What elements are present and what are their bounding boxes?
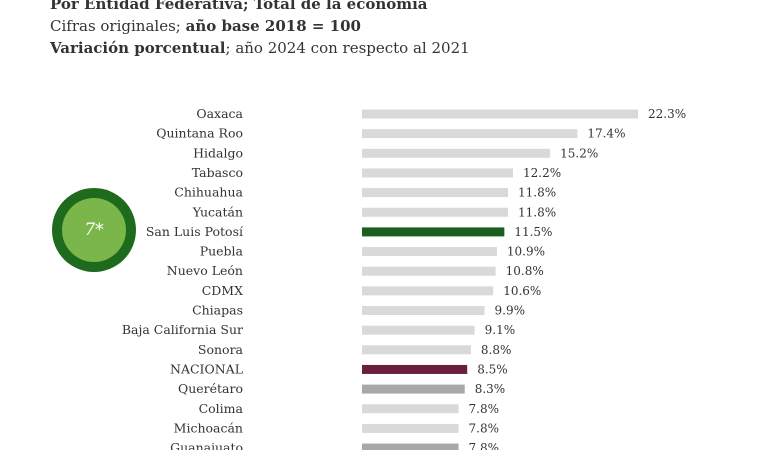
rank-badge: 7* xyxy=(52,188,136,272)
category-label: Baja California Sur xyxy=(122,322,243,337)
bar xyxy=(362,423,459,433)
category-label: Michoacán xyxy=(174,420,243,435)
value-label: 7.8% xyxy=(469,421,500,435)
rank-badge-inner: 7* xyxy=(62,198,126,262)
value-label: 9.9% xyxy=(495,304,526,318)
bar xyxy=(362,168,513,178)
chart-title-line-3: Variación porcentual; año 2024 con respe… xyxy=(50,37,470,59)
bar xyxy=(362,345,471,355)
category-label: Tabasco xyxy=(192,165,243,180)
category-label: Querétaro xyxy=(178,381,243,396)
bar xyxy=(362,306,485,315)
value-label: 11.8% xyxy=(518,186,556,200)
value-label: 10.6% xyxy=(503,284,541,298)
value-label: 8.3% xyxy=(475,382,506,396)
value-label: 7.8% xyxy=(469,402,500,416)
chart-title-line-2-normal: Cifras originales; xyxy=(50,17,186,35)
category-label: Colima xyxy=(199,401,244,416)
bar xyxy=(362,404,459,414)
bar xyxy=(362,364,468,374)
category-label: San Luis Potosí xyxy=(146,224,244,239)
bar xyxy=(362,227,505,237)
value-label: 7.8% xyxy=(469,441,500,450)
chart-header: Por Entidad Federativa; Total de la econ… xyxy=(50,0,470,59)
category-label: Hidalgo xyxy=(193,145,243,160)
category-label: Yucatán xyxy=(192,204,243,219)
category-label: Puebla xyxy=(200,244,244,259)
chart-title-line-1: Por Entidad Federativa; Total de la econ… xyxy=(50,0,428,13)
category-label: Chiapas xyxy=(192,303,243,318)
category-label: Sonora xyxy=(198,342,244,357)
category-label: Chihuahua xyxy=(174,185,243,200)
value-label: 22.3% xyxy=(648,107,686,121)
bar xyxy=(362,443,459,450)
value-label: 10.9% xyxy=(507,245,545,259)
bar xyxy=(362,325,475,335)
value-label: 12.2% xyxy=(523,166,561,180)
bar xyxy=(362,266,496,276)
value-label: 11.5% xyxy=(514,225,552,239)
bar xyxy=(362,247,497,257)
bar xyxy=(362,286,494,296)
value-label: 8.5% xyxy=(477,362,508,376)
value-label: 8.8% xyxy=(481,343,512,357)
category-label: Oaxaca xyxy=(196,106,243,121)
value-label: 9.1% xyxy=(485,323,516,337)
value-label: 11.8% xyxy=(518,205,556,219)
bar xyxy=(362,188,509,198)
value-label: 10.8% xyxy=(506,264,544,278)
chart-title-line-2-bold: año base 2018 = 100 xyxy=(185,17,361,35)
bar xyxy=(362,109,638,119)
bar xyxy=(362,129,578,139)
chart-title-line-2: Cifras originales; año base 2018 = 100 xyxy=(50,15,470,37)
bar xyxy=(362,384,465,394)
category-label: Quintana Roo xyxy=(156,126,243,141)
chart-title-line-3-bold: Variación porcentual xyxy=(50,39,226,57)
bar xyxy=(362,207,509,217)
category-label: CDMX xyxy=(202,283,243,298)
bar xyxy=(362,148,551,158)
value-label: 15.2% xyxy=(560,146,598,160)
chart-title-line-3-normal: ; año 2024 con respecto al 2021 xyxy=(225,39,470,57)
rank-badge-text: 7* xyxy=(84,220,104,240)
category-label: Guanajuato xyxy=(170,440,243,450)
category-label: NACIONAL xyxy=(170,361,243,376)
category-label: Nuevo León xyxy=(167,263,243,278)
value-label: 17.4% xyxy=(587,127,625,141)
